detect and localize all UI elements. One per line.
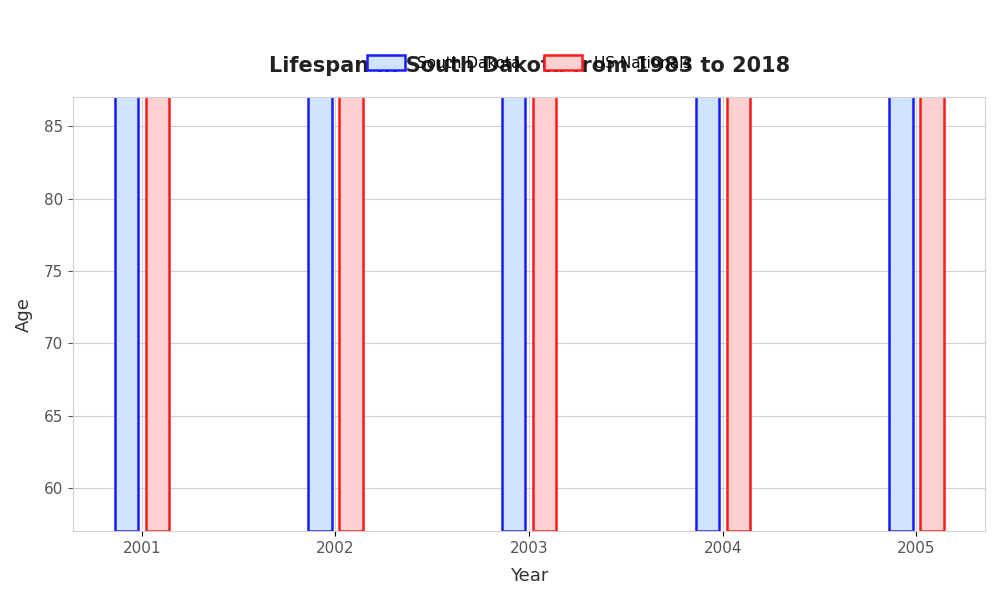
Bar [533,0,556,531]
Title: Lifespan in South Dakota from 1983 to 2018: Lifespan in South Dakota from 1983 to 20… [269,56,790,76]
X-axis label: Year: Year [510,567,548,585]
Bar [889,0,913,531]
Bar [146,0,169,531]
Bar [502,0,525,531]
Bar [696,0,719,531]
Y-axis label: Age: Age [15,297,33,332]
Legend: South Dakota, US Nationals: South Dakota, US Nationals [361,49,698,77]
Bar [339,0,363,531]
Bar [308,0,332,531]
Bar [920,0,944,531]
Bar [115,0,138,531]
Bar [727,0,750,531]
